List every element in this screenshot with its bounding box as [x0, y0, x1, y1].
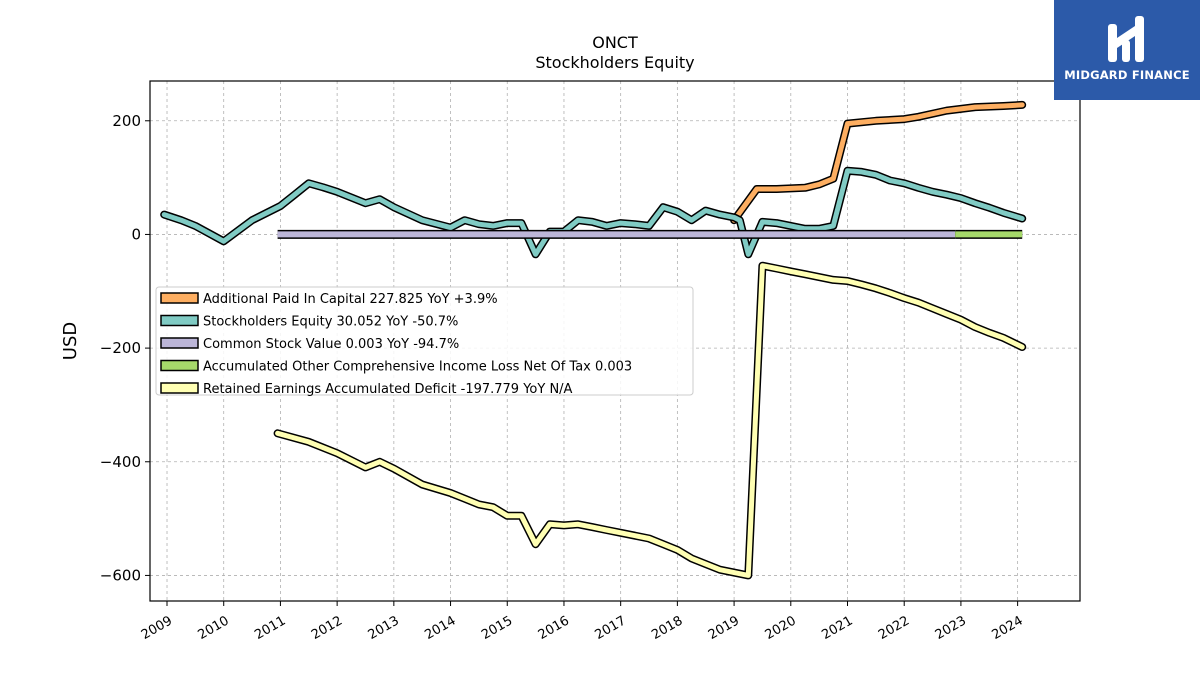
y-tick-label: −400: [100, 453, 141, 471]
legend-swatch: [160, 382, 199, 394]
x-tick-label: 2020: [763, 613, 799, 643]
series-stroke: [161, 168, 1025, 257]
y-tick-label: −600: [100, 566, 141, 584]
x-tick-label: 2021: [819, 613, 855, 643]
legend-swatch: [160, 337, 199, 349]
x-tick-label: 2019: [706, 613, 742, 643]
x-tick-label: 2010: [196, 613, 232, 643]
x-tick-label: 2014: [422, 613, 458, 643]
y-axis: 200 0 −200 −400 −600: [100, 112, 150, 584]
legend: Additional Paid In Capital 227.825 YoY +…: [155, 286, 694, 397]
x-tick-label: 2018: [649, 613, 685, 643]
y-tick-label: 0: [131, 225, 141, 243]
legend-label: Retained Earnings Accumulated Deficit -1…: [203, 382, 573, 397]
legend-box: [155, 286, 694, 396]
plot-frame: [149, 80, 1081, 602]
x-tick-label: 2024: [989, 613, 1025, 643]
series-stroke: [731, 102, 1025, 223]
midgard-logo-icon: [1108, 16, 1144, 62]
x-tick-label: 2017: [593, 613, 629, 643]
x-tick-label: 2012: [309, 613, 345, 643]
x-tick-label: 2015: [479, 613, 515, 643]
legend-item-3: Common Stock Value 0.003 YoY -94.7%: [160, 337, 459, 352]
legend-swatch: [160, 292, 199, 304]
legend-item-4: Accumulated Other Comprehensive Income L…: [160, 359, 632, 375]
legend-swatch: [160, 314, 199, 327]
chart-title: ONCT: [592, 33, 638, 52]
y-tick-label: −200: [100, 339, 141, 357]
x-tick-label: 2013: [366, 613, 402, 643]
x-axis: 2009 2010 2011 2012 2013 2014 2015 2016 2017 2018…: [139, 601, 1026, 643]
legend-item-2: Stockholders Equity 30.052 YoY -50.7%: [160, 314, 458, 330]
legend-label: Additional Paid In Capital 227.825 YoY +…: [203, 292, 498, 307]
legend-item-1: Additional Paid In Capital 227.825 YoY +…: [160, 292, 498, 307]
legend-label: Accumulated Other Comprehensive Income L…: [203, 360, 632, 375]
brand-name: MIDGARD FINANCE: [1064, 68, 1190, 82]
x-tick-label: 2009: [139, 613, 175, 643]
x-tick-label: 2022: [876, 613, 912, 643]
series-stroke: [275, 263, 1025, 578]
x-tick-label: 2011: [252, 613, 288, 643]
series-line-2: [160, 166, 1027, 259]
y-axis-label: USD: [60, 322, 81, 360]
x-tick-label: 2016: [536, 613, 572, 643]
y-tick-label: 200: [112, 112, 141, 130]
series-layer: [160, 100, 1027, 580]
series-line-5: [273, 261, 1027, 580]
legend-label: Stockholders Equity 30.052 YoY -50.7%: [203, 315, 458, 330]
brand-logo: MIDGARD FINANCE: [1054, 0, 1200, 100]
legend-item-5: Retained Earnings Accumulated Deficit -1…: [160, 382, 573, 397]
series-line-1: [730, 100, 1027, 225]
legend-label: Common Stock Value 0.003 YoY -94.7%: [203, 337, 459, 352]
chart-subtitle: Stockholders Equity: [535, 53, 694, 72]
legend-swatch: [160, 359, 199, 372]
x-tick-label: 2023: [933, 613, 969, 643]
